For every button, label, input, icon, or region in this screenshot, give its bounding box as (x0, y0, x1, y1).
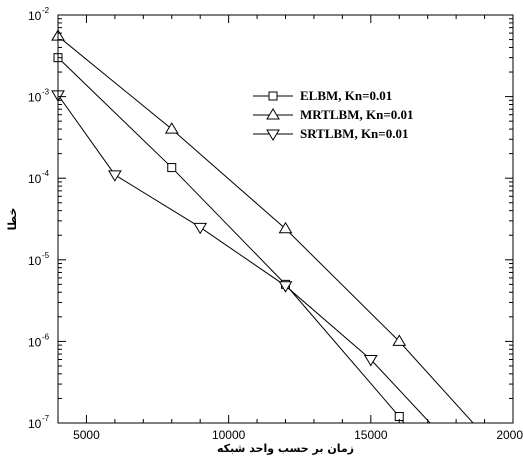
legend: ELBM, Kn=0.01 MRTLBM, Kn=0.01 SRTLBM, Kn=0… (253, 88, 413, 141)
triangle-up-marker (392, 334, 407, 346)
y-tick-base: 10 (28, 91, 42, 105)
triangle-up-marker (278, 221, 293, 234)
y-axis-label: خطا (6, 208, 19, 231)
y-tick-base: 10 (28, 335, 42, 349)
triangle-down-marker (278, 281, 293, 293)
y-tick-base: 10 (28, 172, 42, 186)
y-tick-label: 10 -7 (28, 414, 50, 431)
triangle-down-marker (193, 222, 208, 235)
legend-label: ELBM, Kn=0.01 (300, 88, 392, 103)
x-tick-label: 15000 (354, 428, 388, 442)
y-tick-label: 10 -5 (28, 251, 50, 268)
y-tick-label: 10 -4 (28, 169, 50, 186)
triangle-up-marker (266, 108, 280, 120)
y-tick-label: 10 -3 (28, 88, 50, 105)
triangle-up-marker (164, 122, 179, 134)
legend-entry: MRTLBM, Kn=0.01 (253, 107, 413, 122)
y-tick-base: 10 (28, 254, 42, 268)
y-tick-exponent: -7 (42, 414, 50, 423)
legend-label: SRTLBM, Kn=0.01 (300, 126, 408, 141)
plot-frame (57, 14, 514, 424)
square-marker (167, 163, 177, 173)
series-line-3 (58, 94, 431, 423)
y-tick-base: 10 (28, 9, 42, 23)
x-tick-label: 5000 (73, 428, 100, 442)
y-tick-exponent: -6 (42, 332, 50, 341)
x-axis-label: زمان بر حسب واحد شبکه (217, 442, 354, 455)
triangle-down-marker (266, 129, 280, 141)
y-tick-exponent: -4 (42, 169, 50, 178)
legend-label: MRTLBM, Kn=0.01 (300, 107, 413, 122)
triangle-down-marker (363, 355, 378, 367)
y-tick-label: 10 -2 (28, 6, 50, 23)
x-tick-label: 10000 (212, 428, 246, 442)
y-tick-exponent: -5 (42, 251, 50, 260)
square-marker (268, 91, 278, 101)
y-tick-exponent: -2 (42, 6, 50, 15)
legend-entry: SRTLBM, Kn=0.01 (253, 126, 408, 141)
legend-entry: ELBM, Kn=0.01 (253, 88, 392, 103)
x-tick-label: 20000 (496, 428, 523, 442)
y-tick-base: 10 (28, 417, 42, 431)
triangle-down-marker (107, 170, 122, 182)
y-tick-label: 10 -6 (28, 332, 50, 349)
y-tick-exponent: -3 (42, 88, 50, 97)
tick-layer: 500010000150002000010-210-310-410-510-61… (28, 6, 523, 442)
